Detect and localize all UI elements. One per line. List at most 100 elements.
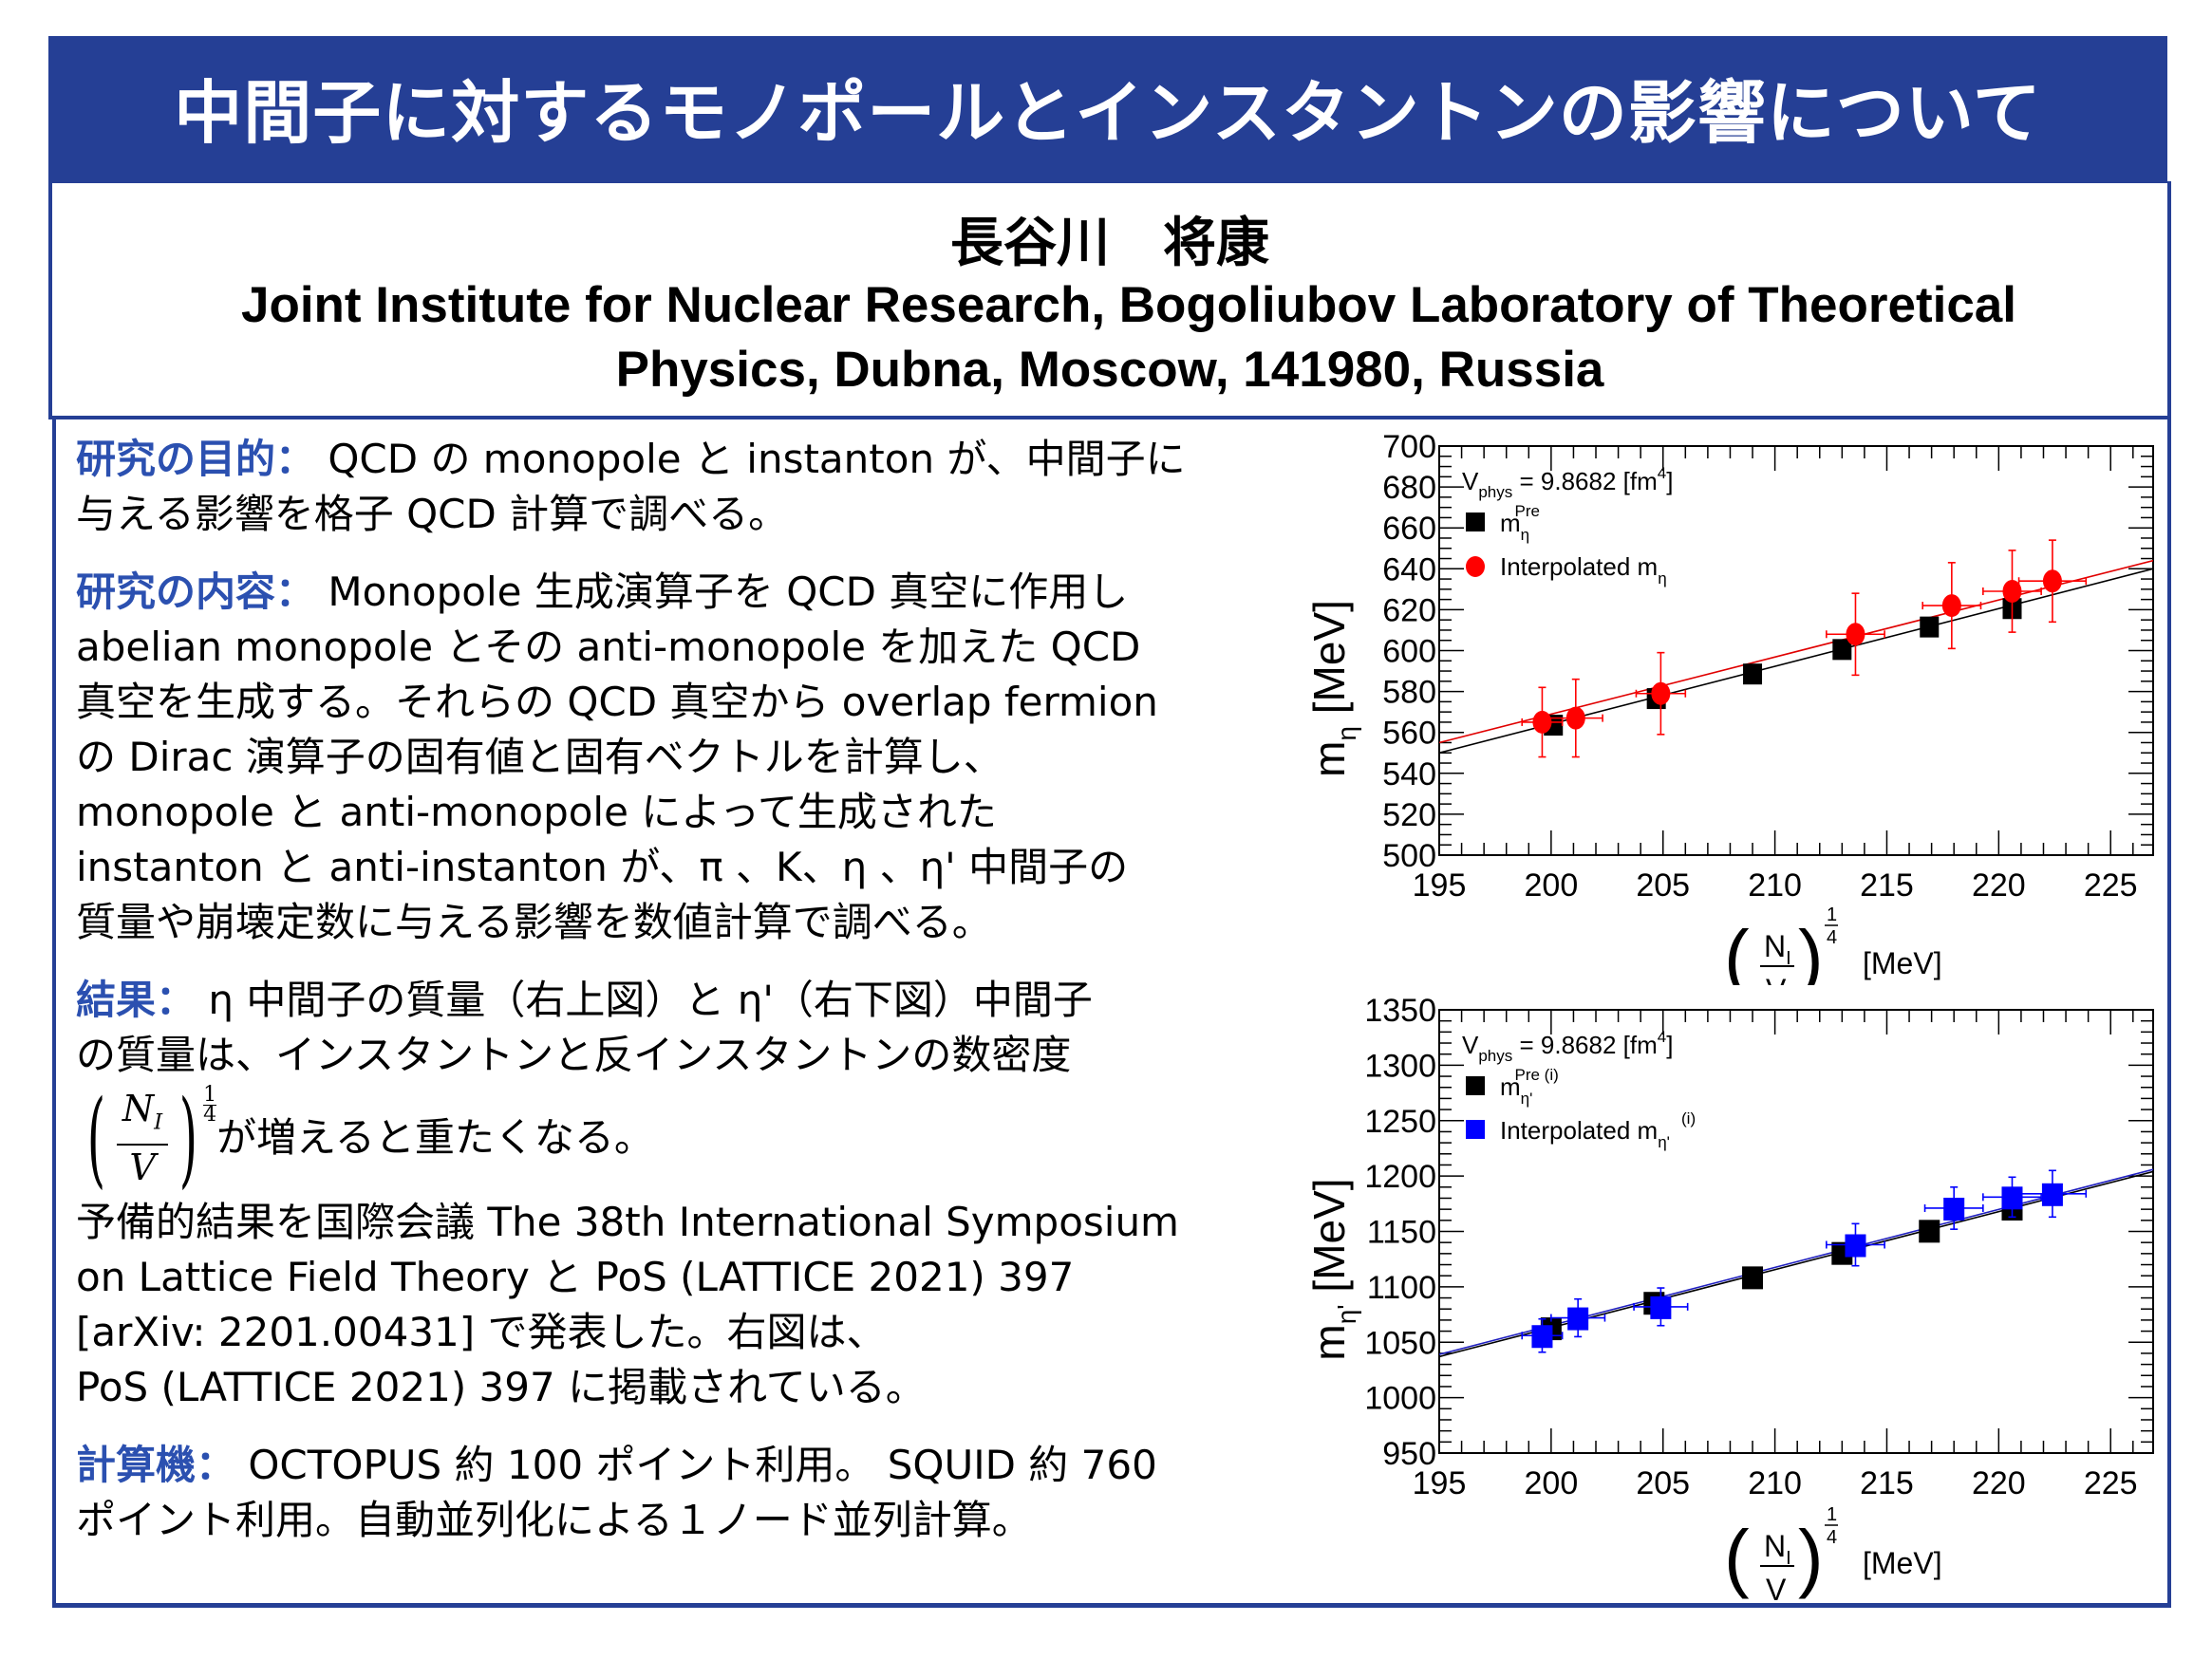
purpose-text-1: QCD の monopole と instanton が、中間子に (328, 436, 1186, 482)
content-text-1: abelian monopole とその anti-monopole を加えた … (76, 624, 1141, 670)
section-content: 研究の内容： Monopole 生成演算子を QCD 真空に作用し abelia… (76, 565, 1301, 950)
vphys-sub: phys (1478, 1047, 1512, 1065)
legend-label-1: Interpolated mη (1500, 552, 1667, 587)
purpose-text-2: 与える影響を格子 QCD 計算で調べる。 (76, 491, 789, 537)
data-point-circle (2002, 580, 2022, 604)
results-text-3: が増えると重たくなる。 (216, 1114, 654, 1161)
data-point-square (1832, 639, 1852, 661)
x-label-rparen: ) (1798, 1515, 1824, 1599)
legend-marker-square (1466, 1076, 1485, 1095)
y-tick-label: 620 (1382, 592, 1436, 628)
results-after-0: 予備的結果を国際会議 The 38th International Sympos… (76, 1199, 1179, 1245)
y-label-sub: η (1332, 726, 1361, 741)
poster-title: 中間子に対するモノポールとインスタントンの影響について (174, 73, 2042, 153)
y-tick-label: 540 (1382, 756, 1436, 792)
purpose-line-1: 研究の目的： QCD の monopole と instanton が、中間子に (76, 432, 1301, 487)
eta-prime-mass-chart: 195 200 205 210 215 220 225 950 1000 1050 1100 1150… (1304, 993, 2154, 1602)
y-tick-label: 520 (1382, 797, 1436, 833)
legend-label-1: Interpolated mη' (1500, 1116, 1670, 1151)
vphys-value: = 9.8682 [fm (1512, 467, 1657, 495)
x-tick-label: 210 (1748, 1465, 1802, 1501)
x-label-unit: [MeV] (1863, 946, 1942, 980)
x-label-denominator: V (1766, 1573, 1787, 1602)
y-tick-label: 580 (1382, 675, 1436, 711)
legend-label-sub: η (1521, 526, 1529, 544)
legend-label-main: Interpolated m (1500, 552, 1658, 581)
exponent: 1 4 (203, 1084, 217, 1127)
x-tick-label: 205 (1636, 1465, 1690, 1501)
x-label-exp-den: 4 (1827, 927, 1837, 948)
numerator-n: N (122, 1087, 155, 1129)
y-axis-label: mη [MeV] (1310, 600, 1361, 777)
data-point-square (2041, 1183, 2063, 1206)
legend-marker-square (1466, 513, 1485, 531)
x-tick-label: 195 (1413, 867, 1467, 904)
x-label-num-sub: I (1786, 948, 1791, 969)
content-text-3: の Dirac 演算子の固有値と固有ベクトルを計算し、 (76, 734, 1003, 780)
vphys-sub: phys (1478, 483, 1512, 501)
section-results: 結果： η 中間子の質量（右上図）と η'（右下図）中間子 の質量は、インスタン… (76, 973, 1301, 1415)
results-after-2: [arXiv: 2201.00431] で発表した。右図は、 (76, 1309, 887, 1355)
legend-label-main: m (1500, 1072, 1521, 1101)
y-tick-label: 1350 (1364, 993, 1436, 1029)
x-label-num-sub: I (1786, 1548, 1791, 1569)
x-tick-label: 225 (2084, 867, 2138, 904)
plot-frame (1438, 1009, 2154, 1454)
x-label-lparen: ( (1724, 1515, 1750, 1599)
x-label-unit: [MeV] (1863, 1546, 1942, 1580)
y-tick-label: 640 (1382, 551, 1436, 587)
fraction: NI V (116, 1087, 169, 1190)
x-label-numerator: NI (1764, 1529, 1791, 1569)
y-label-sub: η' (1332, 1304, 1361, 1324)
legend-label-sup: Pre (i) (1515, 1066, 1559, 1084)
vphys-annotation: Vphys = 9.8682 [fm4] (1462, 1028, 1673, 1065)
vphys-annotation: Vphys = 9.8682 [fm4] (1462, 464, 1673, 501)
data-point-square (1742, 1266, 1764, 1290)
x-label-exp-num: 1 (1827, 904, 1837, 925)
x-tick-label: 220 (1972, 1465, 2026, 1501)
left-paren: ( (86, 1077, 106, 1199)
exponent-den: 4 (203, 1102, 217, 1127)
x-tick-label: 200 (1525, 867, 1579, 904)
content-text-0: Monopole 生成演算子を QCD 真空に作用し (328, 569, 1129, 615)
content-text-2: 真空を生成する。それらの QCD 真空から overlap fermion (76, 679, 1158, 725)
legend-label-sub: η (1658, 569, 1666, 587)
content-heading: 研究の内容： (76, 569, 316, 615)
data-point-square (1567, 1307, 1589, 1331)
numerator-sub: I (154, 1109, 163, 1135)
data-point-circle (1565, 706, 1585, 730)
fraction-denominator: V (129, 1146, 156, 1189)
legend-marker-circle (1466, 556, 1485, 577)
affiliation-line-2: Physics, Dubna, Moscow, 141980, Russia (615, 342, 1604, 398)
data-point-square (1919, 1220, 1940, 1243)
data-point-circle (1651, 681, 1671, 705)
y-tick-label: 1200 (1364, 1159, 1436, 1195)
y-tick-label: 500 (1382, 838, 1436, 874)
results-formula-line: ( NI V ) 1 4 が増えると重たくなる。 (76, 1081, 1301, 1195)
y-tick-label: 700 (1382, 429, 1436, 465)
legend-label-0: mη (1500, 509, 1529, 544)
content-line-1: 研究の内容： Monopole 生成演算子を QCD 真空に作用し (76, 565, 1301, 620)
legend-label-main: Interpolated m (1500, 1116, 1658, 1145)
x-label-num-n: N (1764, 929, 1786, 963)
content-text-5: instanton と anti-instanton が、π 、K、η 、η' … (76, 844, 1129, 890)
fraction-numerator: NI (116, 1087, 169, 1146)
y-tick-label: 1000 (1364, 1381, 1436, 1417)
x-label-denominator: V (1766, 973, 1787, 985)
y-tick-label: 1300 (1364, 1048, 1436, 1084)
x-tick-label: 205 (1636, 867, 1690, 904)
density-formula: ( NI V ) 1 4 (76, 1077, 217, 1199)
x-tick-label: 215 (1860, 867, 1914, 904)
y-tick-label: 1250 (1364, 1104, 1436, 1140)
vphys-v: V (1462, 467, 1479, 495)
results-text-1: η 中間子の質量（右上図）と η'（右下図）中間子 (208, 977, 1093, 1023)
data-point-square (1920, 616, 1940, 638)
title-band: 中間子に対するモノポールとインスタントンの影響について (48, 36, 2167, 183)
data-point-square (1845, 1234, 1866, 1258)
y-axis-label: mη' [MeV] (1304, 1178, 1361, 1360)
section-purpose: 研究の目的： QCD の monopole と instanton が、中間子に… (76, 432, 1301, 542)
y-label-main: m (1304, 1324, 1354, 1360)
main-content-box (52, 419, 2171, 1608)
y-tick-label: 660 (1382, 511, 1436, 547)
x-label-numerator: NI (1764, 929, 1791, 969)
